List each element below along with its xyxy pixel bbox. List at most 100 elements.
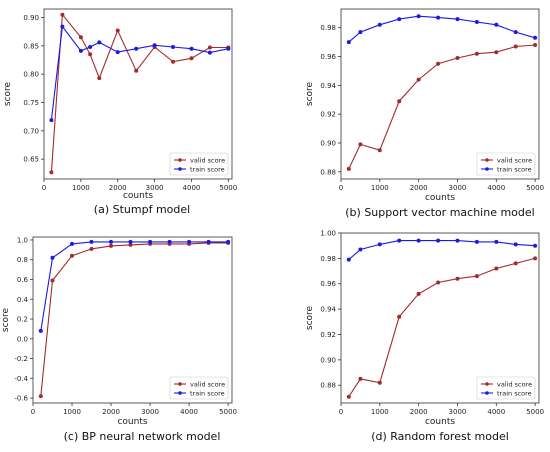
panel-svm-model: 0 1000 2000 3000 4000 5000 0.88 0.90 0.92 0.94 0.9… <box>305 8 544 219</box>
train-score-point <box>358 30 363 35</box>
x-tick-label: 4000 <box>183 184 201 192</box>
x-tick-label: 3000 <box>449 408 467 416</box>
y-tick-label: 0.80 <box>23 71 39 79</box>
train-score-point <box>397 17 402 22</box>
legend-train-score-swatch-marker <box>178 391 182 395</box>
valid-score-point <box>346 394 351 399</box>
y-tick-label: 0.0 <box>17 335 28 343</box>
train-score-point <box>226 239 231 244</box>
train-score-point <box>377 22 382 27</box>
valid-score-point <box>494 266 499 271</box>
x-tick-label: 0 <box>31 408 35 416</box>
valid-score-point <box>397 314 402 319</box>
train-score-point <box>60 24 65 29</box>
y-tick-label: 0.6 <box>17 276 29 284</box>
train-score-point <box>494 239 499 244</box>
valid-score-point <box>416 77 421 82</box>
train-score-point <box>187 239 192 244</box>
valid-score-point <box>171 59 175 64</box>
train-score-point <box>152 43 157 48</box>
valid-score-point <box>49 170 54 175</box>
train-score-point <box>189 46 194 51</box>
x-axis-label: counts <box>123 191 153 201</box>
train-score-point <box>346 40 351 45</box>
valid-score-point <box>60 12 65 17</box>
valid-score-point <box>78 35 83 40</box>
valid-score-point <box>397 99 402 104</box>
train-score-point <box>533 35 538 40</box>
train-score-point <box>38 328 43 333</box>
x-tick-label: 4000 <box>180 408 198 416</box>
x-tick-label: 1000 <box>371 184 389 192</box>
valid-score-point <box>436 280 441 285</box>
valid-score-point <box>115 28 120 33</box>
train-score-point <box>346 257 351 262</box>
train-score-point <box>134 46 139 51</box>
panel-caption: (d) Random forest model <box>371 430 509 443</box>
x-tick-label: 2000 <box>410 408 428 416</box>
y-tick-label: 0.96 <box>320 53 336 61</box>
legend-train-score-label: train score <box>497 165 532 173</box>
x-axis-label: counts <box>117 417 147 427</box>
valid-score-point <box>70 253 74 258</box>
y-tick-label: 0.90 <box>320 356 336 364</box>
train-score-point <box>455 17 460 22</box>
legend-valid-score-label: valid score <box>190 380 225 388</box>
valid-score-point <box>207 45 212 50</box>
valid-score-point <box>346 166 351 171</box>
y-tick-label: 1.0 <box>17 236 28 244</box>
train-score-point <box>78 48 83 53</box>
train-score-point <box>416 238 421 243</box>
train-score-point <box>474 239 479 244</box>
legend-valid-score-swatch-marker <box>178 382 182 386</box>
plot-area-frame <box>340 8 540 180</box>
plot-area-frame <box>340 232 540 404</box>
train-score-point <box>167 239 172 244</box>
y-tick-label: 0.88 <box>320 168 336 176</box>
y-tick-label: 0.2 <box>17 316 28 324</box>
y-tick-label: 0.98 <box>320 24 336 32</box>
train-score-point <box>474 20 479 24</box>
y-axis-label: score <box>305 81 315 106</box>
y-tick-label: -0.4 <box>14 375 28 383</box>
panel-caption: (c) BP neural network model <box>64 430 221 443</box>
legend-valid-score-label: valid score <box>190 156 225 164</box>
y-tick-label: 0.92 <box>320 111 336 119</box>
y-tick-label: 0.98 <box>320 255 336 263</box>
y-tick-label: 0.94 <box>320 82 336 90</box>
train-score-point <box>70 241 74 246</box>
y-axis-label: score <box>3 81 13 106</box>
panel-stumpf-model: 0 1000 2000 3000 4000 5000 0.65 0.70 0.75 0.80 0.8… <box>3 8 237 216</box>
valid-score-point <box>134 68 139 73</box>
valid-score-point <box>97 76 102 81</box>
y-tick-label: 0.90 <box>23 14 39 22</box>
train-score-point <box>455 238 460 243</box>
y-tick-label: 0.70 <box>23 127 39 135</box>
train-score-point <box>115 50 120 55</box>
legend-train-score-swatch-marker <box>485 391 489 395</box>
legend-valid-score-swatch-marker <box>485 158 489 162</box>
y-tick-label: 0.4 <box>17 296 29 304</box>
valid-score-point <box>89 246 94 251</box>
train-score-point <box>49 118 54 123</box>
x-tick-label: 0 <box>339 184 343 192</box>
panel-caption: (b) Support vector machine model <box>345 206 534 219</box>
x-tick-label: 3000 <box>141 408 159 416</box>
train-score-point <box>397 238 402 243</box>
y-axis-label: score <box>1 307 11 332</box>
train-score-point <box>513 30 518 35</box>
valid-score-point <box>189 56 194 61</box>
valid-score-point <box>50 278 55 283</box>
y-axis-label: score <box>305 305 315 330</box>
x-tick-label: 0 <box>42 184 46 192</box>
valid-score-point <box>358 142 363 147</box>
train-score-point <box>128 239 133 244</box>
y-tick-label: 0.94 <box>320 306 336 314</box>
panel-random-forest-model: 0 1000 2000 3000 4000 5000 0.88 0.90 0.92 0.94 0.9… <box>305 230 544 444</box>
valid-score-point <box>109 243 113 248</box>
y-tick-label: 0.90 <box>320 139 336 147</box>
x-tick-label: 0 <box>339 408 343 416</box>
valid-score-point <box>88 52 93 57</box>
valid-score-point <box>513 44 518 49</box>
